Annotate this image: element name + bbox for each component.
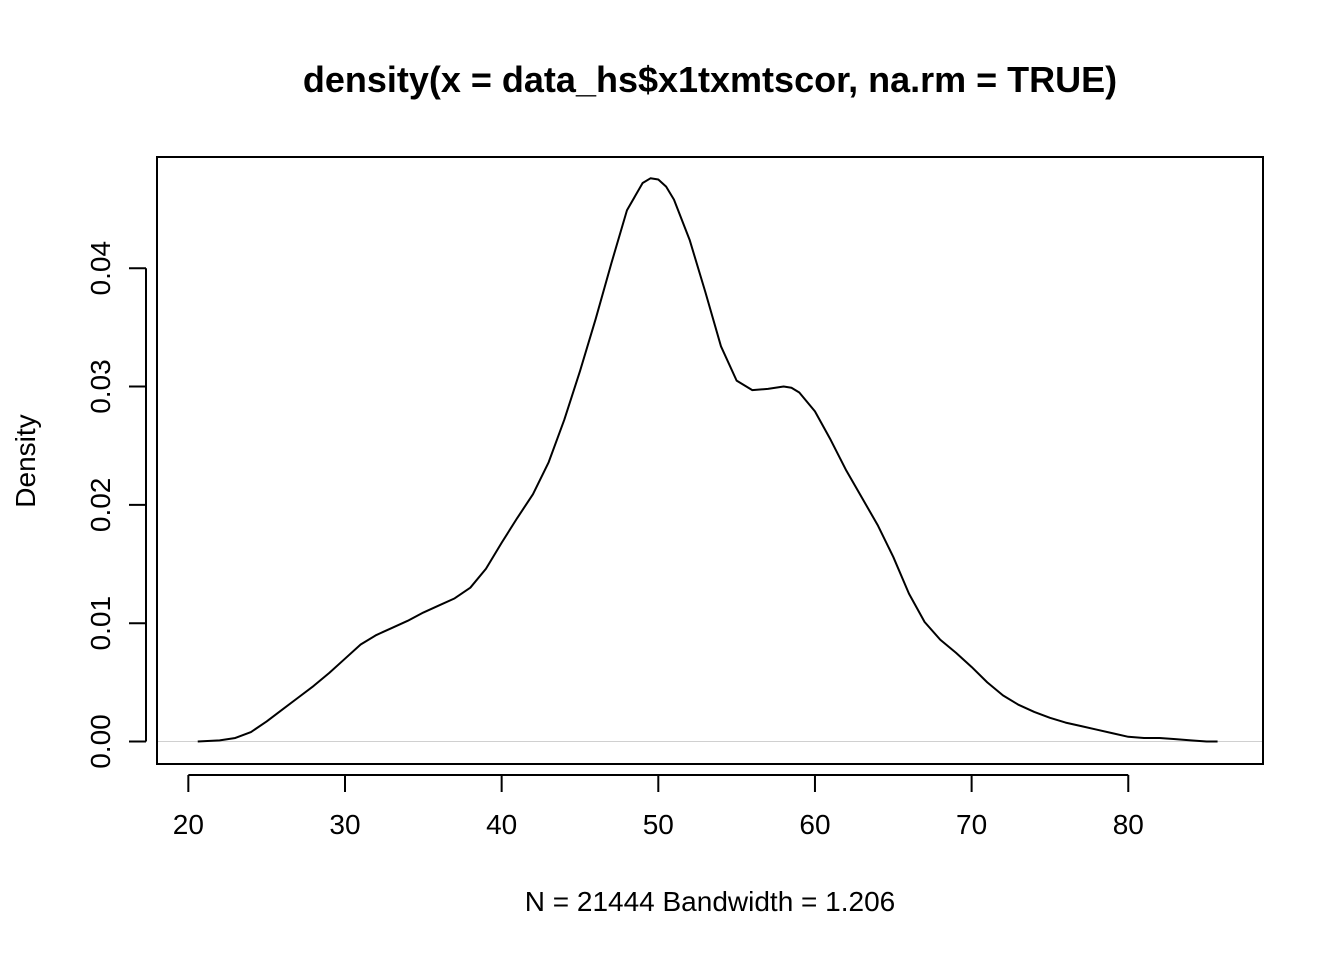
x-tick-label-30: 30 (329, 809, 360, 840)
x-tick-label-20: 20 (173, 809, 204, 840)
x-tick-label-60: 60 (799, 809, 830, 840)
y-axis: 0.00 0.01 0.02 0.03 0.04 (85, 241, 147, 769)
x-tick-label-80: 80 (1113, 809, 1144, 840)
y-tick-label-0.01: 0.01 (85, 596, 116, 651)
chart-title: density(x = data_hs$x1txmtscor, na.rm = … (303, 59, 1117, 100)
series-layer (197, 177, 1218, 743)
x-tick-label-70: 70 (956, 809, 987, 840)
x-axis-title: N = 21444 Bandwidth = 1.206 (525, 886, 896, 917)
x-tick-label-50: 50 (643, 809, 674, 840)
y-tick-label-0.03: 0.03 (85, 359, 116, 414)
y-tick-label-0.04: 0.04 (85, 241, 116, 296)
x-axis: 20 30 40 50 60 70 80 (173, 774, 1144, 840)
x-tick-label-40: 40 (486, 809, 517, 840)
y-tick-label-0.00: 0.00 (85, 714, 116, 769)
y-tick-label-0.02: 0.02 (85, 478, 116, 533)
density-curve-1 (197, 177, 1218, 743)
plot-frame (156, 156, 1264, 765)
y-axis-title: Density (10, 414, 41, 507)
